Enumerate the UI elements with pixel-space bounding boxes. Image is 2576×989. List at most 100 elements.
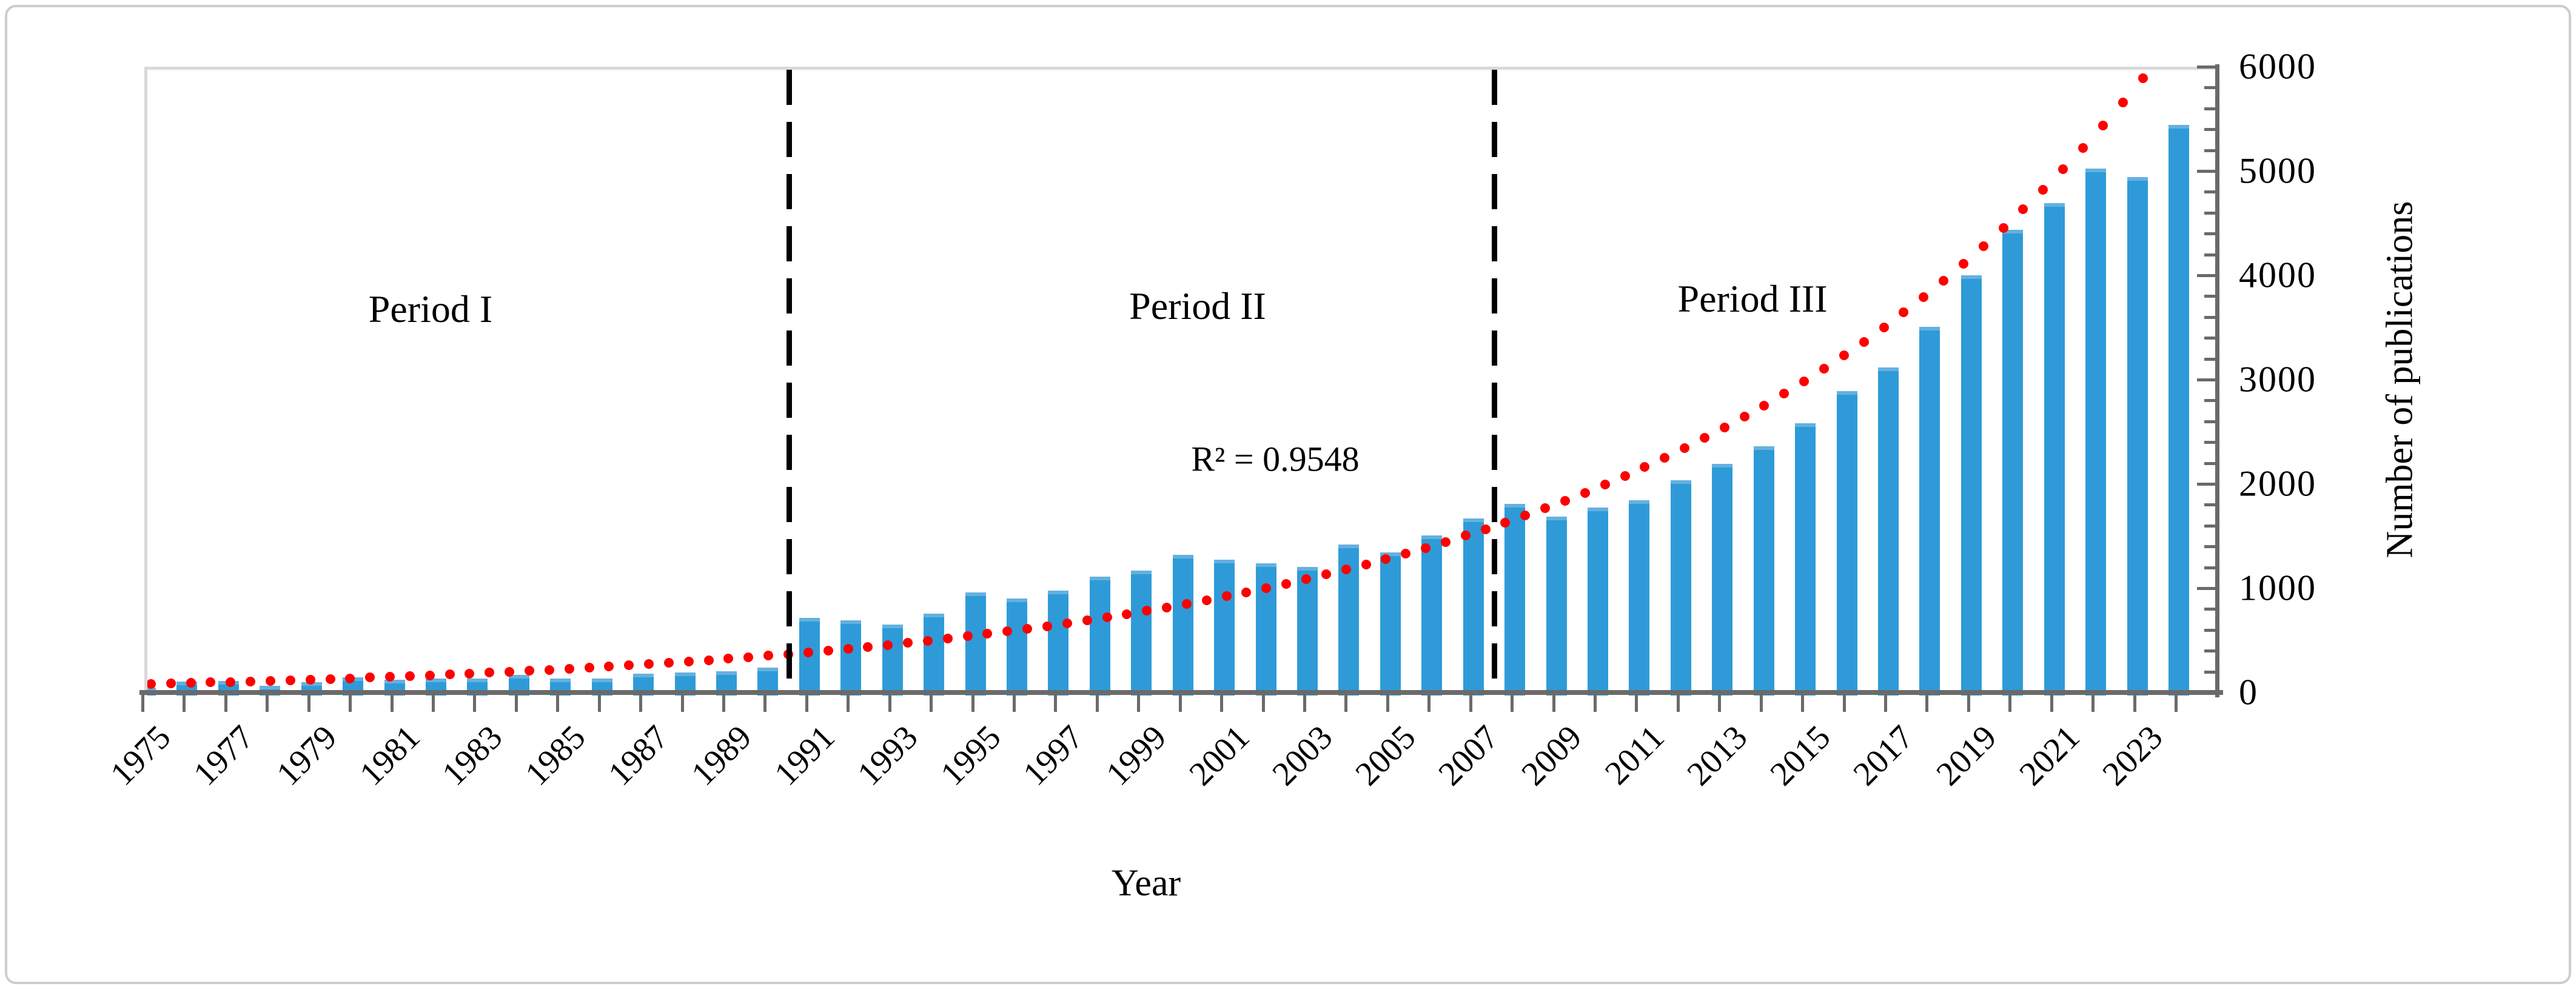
y-tick-label-5000: 5000 — [2239, 150, 2316, 191]
trendline-dot — [1162, 602, 1172, 612]
x-tick-1981 — [390, 695, 394, 712]
trendline-dot — [444, 669, 455, 680]
trendline-dot — [1142, 606, 1152, 616]
y-minor-tick — [2204, 524, 2215, 528]
x-tick-2004 — [1344, 695, 1348, 712]
trendline-dot — [1680, 443, 1690, 453]
trendline-dot — [385, 672, 395, 682]
x-tick-2024 — [2175, 695, 2178, 712]
trendline-dot — [1102, 612, 1112, 623]
x-tick-2003 — [1303, 695, 1307, 712]
trendline-dot — [345, 673, 355, 683]
trendline-dot — [1221, 591, 1232, 602]
trendline-dot — [1560, 495, 1570, 506]
bar-1998 — [1089, 576, 1110, 696]
trendline-dot — [1042, 621, 1052, 631]
x-tick-1980 — [349, 695, 352, 712]
x-tick-2019 — [1967, 695, 1970, 712]
x-tick-2008 — [1511, 695, 1514, 712]
trendline-dot — [1899, 307, 1909, 318]
trendline-dot — [1401, 549, 1411, 559]
y-minor-tick — [2204, 399, 2215, 403]
bar-1994 — [924, 613, 945, 696]
trendline-dot — [604, 662, 614, 672]
trendline-dot — [1919, 292, 1929, 302]
bar-1996 — [1007, 598, 1028, 696]
y-major-tick — [2197, 483, 2215, 486]
y-minor-tick — [2204, 211, 2215, 215]
trendline-dot — [1520, 511, 1531, 521]
y-minor-tick — [2204, 503, 2215, 507]
trendline-dot — [663, 658, 674, 668]
trendline-dot — [1241, 587, 1252, 597]
x-tick-2010 — [1594, 695, 1597, 712]
x-tick-1997 — [1054, 695, 1058, 712]
trendline-dot — [1540, 503, 1551, 514]
bar-2005 — [1380, 552, 1401, 696]
trendline-dot — [1859, 337, 1869, 347]
trendline-dot — [2058, 164, 2068, 174]
y-major-tick — [2197, 274, 2215, 277]
trendline-dot — [1062, 618, 1072, 628]
y-minor-tick — [2204, 128, 2215, 132]
x-tick-2023 — [2133, 695, 2136, 712]
r-squared-label: R² = 0.9548 — [1191, 439, 1360, 479]
bar-2023 — [2127, 177, 2148, 696]
trendline-dot — [285, 675, 295, 685]
trendline-dot — [624, 660, 634, 671]
trendline-dot — [365, 672, 375, 683]
y-minor-tick — [2204, 295, 2215, 298]
trendline-dot — [1939, 276, 1949, 286]
y-minor-tick — [2204, 337, 2215, 340]
x-tick-2022 — [2091, 695, 2095, 712]
y-minor-tick — [2204, 86, 2215, 90]
y-minor-tick — [2204, 545, 2215, 549]
y-minor-tick — [2204, 670, 2215, 674]
trendline-dot — [2118, 97, 2128, 107]
trendline-dot — [206, 677, 216, 688]
trendline-dot — [942, 634, 953, 644]
trendline-dot — [265, 676, 275, 686]
trendline-dot — [325, 674, 335, 684]
bar-2011 — [1629, 500, 1650, 696]
trendline-dot — [465, 668, 475, 679]
trendline-dot — [1739, 412, 1749, 422]
trendline-dot — [1958, 259, 1968, 269]
x-tick-1999 — [1137, 695, 1141, 712]
x-tick-1988 — [680, 695, 684, 712]
period-divider-after-1990 — [786, 70, 792, 696]
y-major-tick — [2197, 170, 2215, 173]
trendline-dot — [1301, 574, 1311, 585]
bar-2018 — [1919, 326, 1940, 696]
x-tick-1995 — [971, 695, 974, 712]
x-tick-2009 — [1552, 695, 1555, 712]
trendline-dot — [823, 646, 833, 656]
x-tick-1976 — [183, 695, 186, 712]
x-tick-1993 — [888, 695, 891, 712]
bar-2014 — [1753, 446, 1774, 696]
trendline-dot — [1381, 554, 1391, 565]
period-divider-after-2007 — [1491, 70, 1497, 696]
x-tick-2016 — [1842, 695, 1846, 712]
bar-2021 — [2044, 203, 2065, 696]
trendline-dot — [505, 666, 515, 677]
bar-1993 — [882, 625, 903, 696]
bar-2024 — [2168, 125, 2190, 696]
x-tick-1986 — [597, 695, 601, 712]
trendline-dot — [863, 642, 873, 652]
trendline-dot — [2138, 73, 2148, 84]
trendline-dot — [1022, 624, 1033, 634]
x-tick-2006 — [1427, 695, 1431, 712]
x-tick-2015 — [1801, 695, 1805, 712]
x-tick-1975 — [141, 695, 144, 712]
trendline-dot — [723, 654, 734, 664]
trendline-dot — [962, 631, 973, 642]
trendline-dot — [1321, 569, 1331, 580]
x-axis-title: Year — [1111, 862, 1181, 904]
trendline-dot — [1181, 598, 1192, 609]
y-major-tick — [2197, 587, 2215, 590]
trendline-dot — [1361, 559, 1371, 569]
trendline-dot — [1839, 350, 1849, 361]
bar-1995 — [965, 592, 986, 696]
period-3-label: Period III — [1677, 277, 1828, 320]
